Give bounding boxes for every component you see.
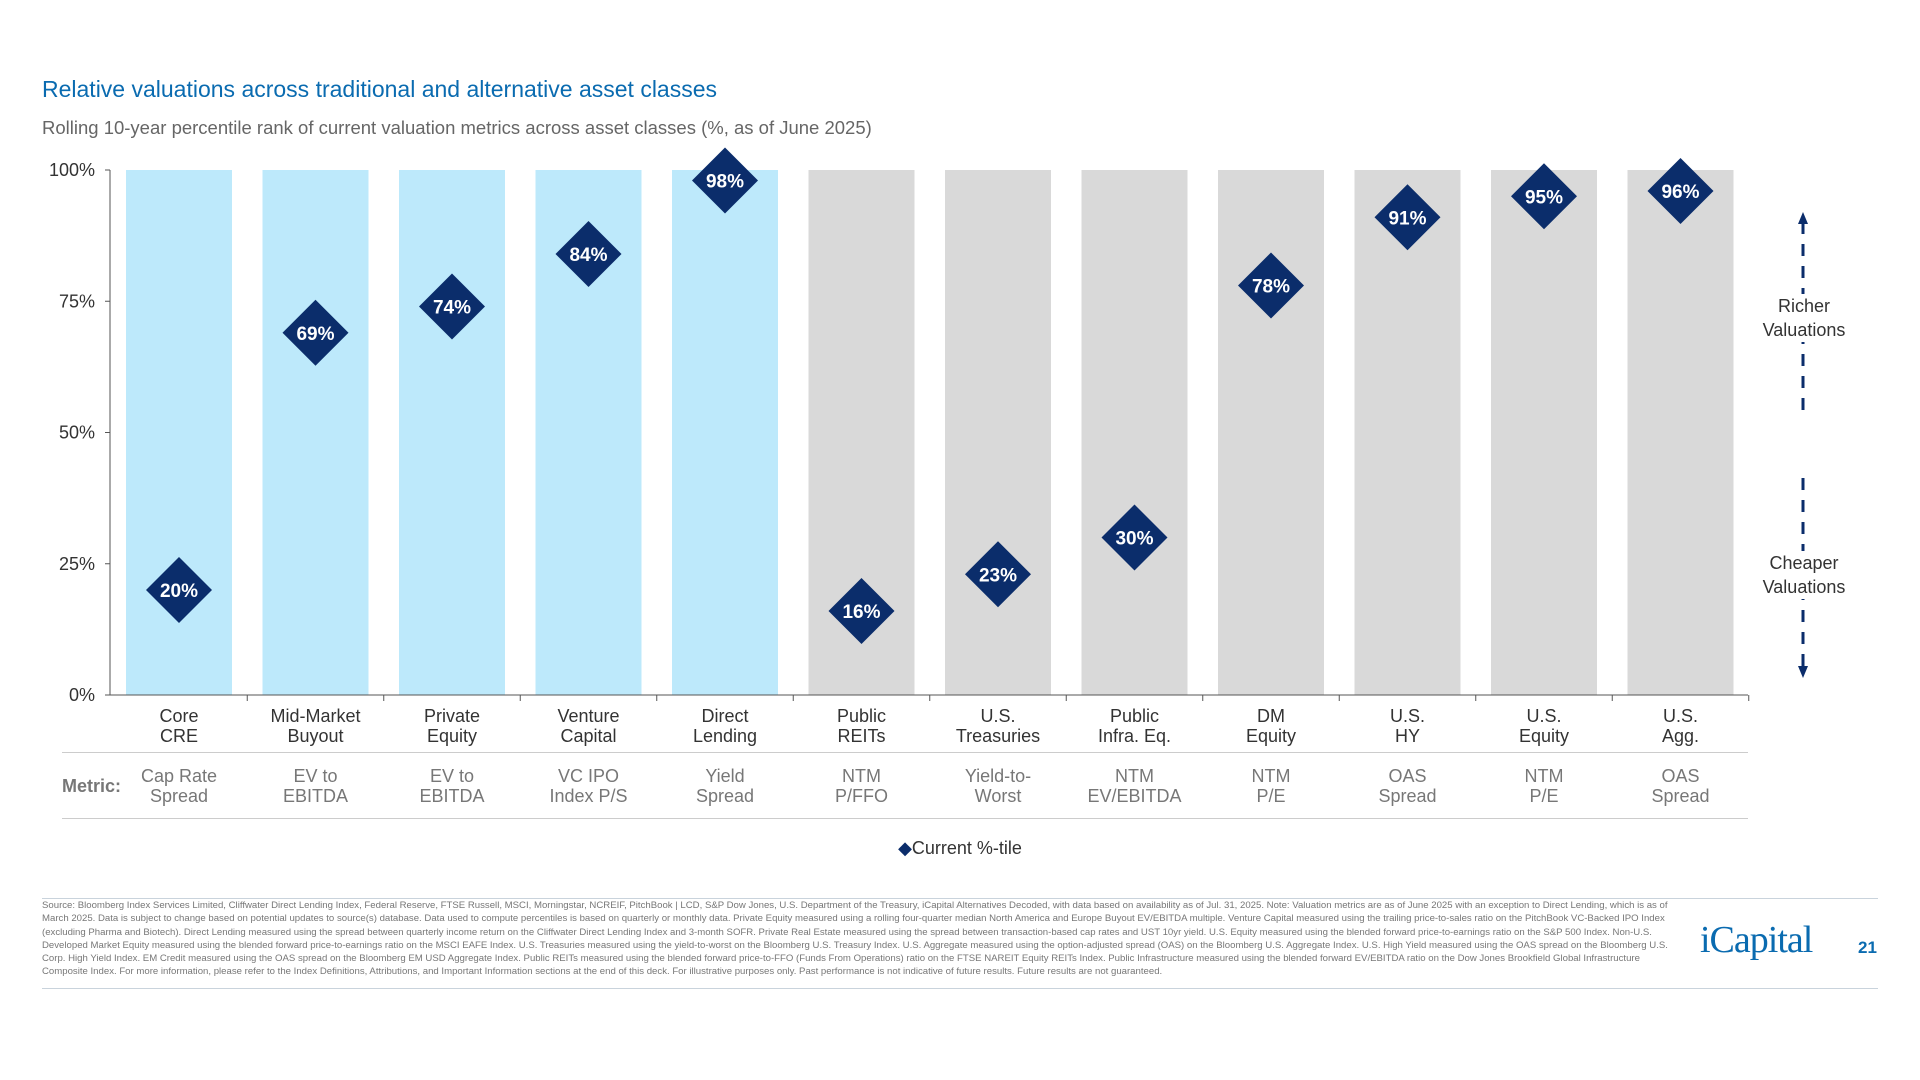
metric-value: NTM P/FFO bbox=[835, 766, 888, 806]
diamond-marker bbox=[692, 147, 758, 214]
y-tick-label: 25% bbox=[59, 554, 95, 574]
category-label: Core CRE bbox=[159, 706, 199, 746]
legend-label: Current %-tile bbox=[911, 838, 1022, 858]
divider bbox=[62, 818, 1748, 819]
bar bbox=[945, 170, 1051, 695]
diamond-marker bbox=[419, 273, 485, 340]
y-tick-label: 0% bbox=[69, 685, 95, 705]
page-number: 21 bbox=[1858, 938, 1877, 957]
y-tick-label: 100% bbox=[49, 160, 95, 180]
diamond-marker bbox=[146, 557, 212, 623]
category-label: Venture Capital bbox=[557, 706, 620, 746]
y-tick-label: 75% bbox=[59, 291, 95, 311]
category-label: Private Equity bbox=[423, 706, 481, 746]
category-label: U.S. Equity bbox=[1518, 706, 1570, 746]
data-label: 74% bbox=[433, 298, 471, 319]
metric-value: EV to EBITDA bbox=[419, 766, 485, 806]
data-label: 96% bbox=[1661, 182, 1699, 203]
chart-title: Relative valuations across traditional a… bbox=[42, 76, 718, 102]
legend: ◆Current %-tile bbox=[0, 838, 1920, 859]
bar bbox=[672, 170, 778, 695]
diamond-marker bbox=[828, 578, 895, 644]
y-tick-label: 50% bbox=[59, 423, 95, 443]
metric-value: VC IPO Index P/S bbox=[549, 766, 628, 806]
chart-subtitle: Rolling 10-year percentile rank of curre… bbox=[42, 117, 872, 138]
category-label: U.S. Treasuries bbox=[955, 706, 1041, 746]
diamond-marker bbox=[1511, 163, 1577, 230]
metric-value: NTM P/E bbox=[1251, 766, 1291, 806]
bar bbox=[262, 170, 369, 695]
metric-value: NTM EV/EBITDA bbox=[1087, 766, 1182, 806]
metric-value: EV to EBITDA bbox=[282, 766, 348, 806]
diamond-marker bbox=[555, 221, 622, 287]
bar bbox=[399, 170, 505, 695]
data-label: 30% bbox=[1115, 529, 1153, 550]
bar bbox=[1218, 170, 1324, 695]
metric-value: OAS Spread bbox=[1378, 766, 1437, 806]
category-label: U.S. Agg. bbox=[1661, 706, 1700, 746]
data-label: 78% bbox=[1252, 277, 1290, 298]
category-label: Public Infra. Eq. bbox=[1097, 706, 1172, 746]
data-label: 84% bbox=[569, 245, 607, 266]
metric-label: Metric: bbox=[62, 776, 122, 796]
metric-value: NTM P/E bbox=[1524, 766, 1564, 806]
metric-value: Yield Spread bbox=[695, 766, 755, 806]
category-label: DM Equity bbox=[1245, 706, 1297, 746]
diamond-marker bbox=[1238, 252, 1304, 319]
icapital-logo: iCapital bbox=[1700, 919, 1813, 961]
diamond-marker bbox=[1101, 504, 1168, 571]
bar bbox=[1491, 170, 1597, 695]
category-label: Mid-Market Buyout bbox=[270, 706, 361, 746]
diamond-marker bbox=[1374, 184, 1441, 251]
diamond-marker bbox=[1647, 158, 1714, 224]
data-label: 98% bbox=[706, 172, 744, 193]
category-label: Direct Lending bbox=[692, 706, 758, 746]
metric-value: OAS Spread bbox=[1651, 766, 1710, 806]
cheaper-valuations-label: Cheaper Valuations bbox=[1742, 551, 1866, 599]
bar bbox=[1081, 170, 1188, 695]
category-label: U.S. HY bbox=[1389, 706, 1425, 746]
data-label: 69% bbox=[296, 324, 334, 345]
footer-rule bbox=[42, 898, 1878, 899]
metric-value: Cap Rate Spread bbox=[140, 766, 218, 806]
diamond-marker bbox=[965, 541, 1031, 608]
data-label: 20% bbox=[160, 581, 198, 602]
data-label: 91% bbox=[1388, 208, 1426, 229]
data-label: 95% bbox=[1525, 187, 1563, 208]
category-label: Public REITs bbox=[836, 706, 887, 746]
bar bbox=[1354, 170, 1461, 695]
data-label: 23% bbox=[979, 565, 1017, 586]
richer-valuations-label: Richer Valuations bbox=[1742, 294, 1866, 342]
bar bbox=[1627, 170, 1734, 695]
bar-chart: 0% 25% 50% 75% 100% 20% 69% 74% 84% 98% 16% 23% 30% 7… bbox=[49, 147, 1750, 705]
divider bbox=[62, 752, 1748, 753]
data-label: 16% bbox=[842, 602, 880, 623]
source-footnote: Source: Bloomberg Index Services Limited… bbox=[42, 900, 1668, 978]
footer-rule bbox=[42, 988, 1878, 989]
metric-value: Yield-to- Worst bbox=[964, 766, 1032, 806]
diamond-marker bbox=[282, 299, 349, 366]
diamond-marker-icon: ◆ bbox=[898, 838, 912, 858]
